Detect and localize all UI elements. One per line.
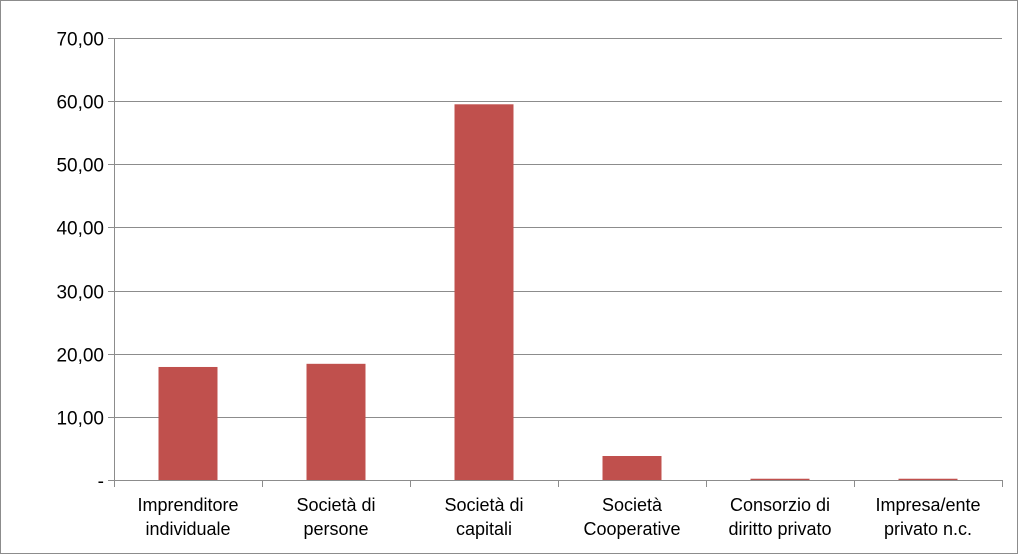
y-tick-label: 10,00	[56, 409, 104, 430]
y-tick-label: 40,00	[56, 219, 104, 240]
x-tick-label: Società Cooperative	[583, 495, 680, 539]
x-tick-labels: Imprenditore individuale Società di persone…	[137, 495, 980, 539]
axes	[108, 38, 1003, 487]
y-tick-label: 20,00	[56, 346, 104, 367]
gridlines	[114, 38, 1002, 418]
x-tick-label: Società di persone	[296, 495, 375, 539]
y-tick-labels: - 10,00 20,00 30,00 40,00 50,00 60,00 70,00	[56, 30, 104, 493]
bar	[898, 478, 958, 480]
x-tick-label: Impresa/ente privato n.c.	[875, 495, 980, 539]
bar	[454, 104, 514, 481]
x-tick-label: Imprenditore individuale	[137, 495, 238, 539]
bar	[602, 456, 662, 480]
bar	[306, 363, 366, 480]
bar	[158, 366, 218, 480]
x-tick-label: Consorzio di diritto privato	[728, 495, 831, 539]
y-tick-label: 50,00	[56, 156, 104, 177]
x-tick-label: Società di capitali	[444, 495, 523, 539]
y-tick-label: 30,00	[56, 283, 104, 304]
y-tick-label: -	[98, 472, 104, 493]
y-tick-label: 70,00	[56, 30, 104, 51]
bars	[158, 104, 958, 481]
bar	[750, 478, 810, 480]
y-tick-label: 60,00	[56, 93, 104, 114]
